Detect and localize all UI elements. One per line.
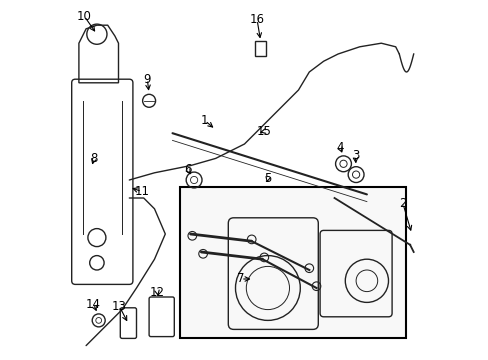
Text: 10: 10 (77, 10, 92, 23)
Text: 11: 11 (134, 185, 149, 198)
Text: 14: 14 (85, 298, 101, 311)
Text: 6: 6 (183, 163, 191, 176)
Text: 1: 1 (201, 114, 208, 127)
Text: 13: 13 (112, 300, 127, 313)
Text: 16: 16 (249, 13, 264, 26)
Text: 9: 9 (143, 73, 151, 86)
Text: 4: 4 (335, 141, 343, 154)
Text: 5: 5 (264, 172, 271, 185)
Text: 3: 3 (351, 149, 358, 162)
Bar (179, 187, 406, 338)
Text: 2: 2 (398, 197, 406, 210)
Text: 15: 15 (256, 125, 271, 138)
Text: 8: 8 (90, 152, 98, 165)
Text: 7: 7 (237, 273, 244, 285)
Text: 12: 12 (150, 286, 164, 299)
Bar (255, 41, 265, 56)
